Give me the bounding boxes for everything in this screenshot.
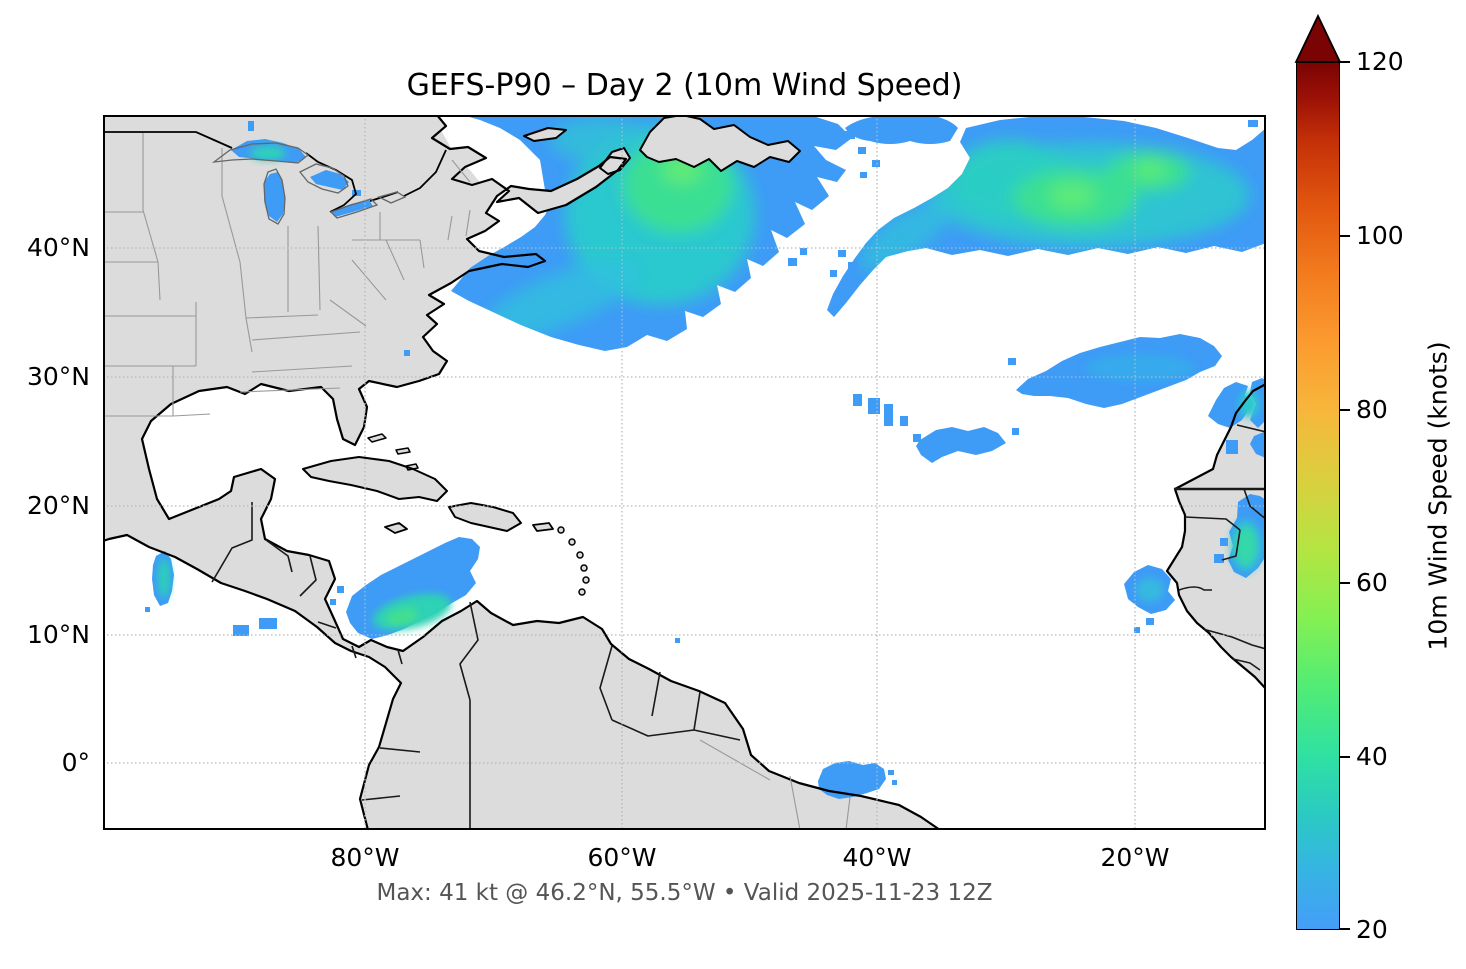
wind-feature-mid-atlantic-scattered [853, 358, 1246, 463]
country-borders [211, 424, 1266, 830]
colorbar-tick-label-40: 40 [1356, 742, 1388, 771]
wind-feature-senegal-offshore [1124, 565, 1175, 633]
x-tick-20w: 20°W [1100, 843, 1170, 872]
colorbar-over-arrow [1294, 13, 1342, 63]
wind-feature-equatorial-brazil [675, 638, 897, 799]
y-tick-40n: 40°N [26, 233, 90, 262]
colorbar-axis-label: 10m Wind Speed (knots) [1423, 341, 1453, 651]
land-repaint [432, 115, 800, 213]
wind-feature-nicaragua-patches [233, 618, 277, 636]
y-tick-30n: 30°N [26, 362, 90, 391]
state-borders [103, 133, 851, 830]
landmass-africa [1167, 384, 1266, 689]
colorbar [1296, 62, 1340, 930]
x-tick-40w: 40°W [842, 843, 912, 872]
colorbar-tick-label-20: 20 [1356, 915, 1388, 944]
lake-outlines [211, 142, 407, 225]
wind-feature-nw-atlantic [451, 115, 852, 351]
wind-speed-field [145, 115, 1266, 799]
wind-feature-mauritania-mali [1214, 494, 1266, 578]
y-tick-0: 0° [61, 748, 90, 777]
wind-speckles [404, 120, 1258, 356]
y-tick-20n: 20°N [26, 491, 90, 520]
page-title: GEFS-P90 – Day 2 (10m Wind Speed) [406, 68, 963, 103]
x-tick-60w: 60°W [587, 843, 657, 872]
colorbar-tick-100 [1340, 235, 1350, 237]
wind-feature-30n-band [1016, 334, 1222, 408]
subtitle-annotation: Max: 41 kt @ 46.2°N, 55.5°W • Valid 2025… [376, 880, 993, 906]
canada-us-border [103, 131, 447, 213]
region-maritimes [432, 115, 626, 213]
axes-frame [103, 115, 1266, 830]
colorbar-tick-120 [1340, 61, 1350, 63]
colorbar-tick-label-60: 60 [1356, 568, 1388, 597]
colorbar-tick-40 [1340, 756, 1350, 758]
wind-feature-tehuantepec [145, 551, 174, 612]
colorbar-tick-label-100: 100 [1356, 221, 1404, 250]
wind-feature-caribbean-jet [330, 537, 480, 639]
colorbar-tick-60 [1340, 582, 1350, 584]
wind-feature-nw-africa [1208, 378, 1266, 458]
y-tick-10n: 10°N [26, 620, 90, 649]
x-tick-80w: 80°W [330, 843, 400, 872]
lesser-antilles-islands [557, 526, 590, 596]
island-cuba [303, 457, 447, 501]
colorbar-tick-20 [1340, 928, 1350, 930]
map-canvas [103, 115, 1266, 830]
gridlines [103, 115, 1266, 830]
colorbar-tick-80 [1340, 409, 1350, 411]
wind-feature-ne-atlantic [827, 115, 1266, 317]
landmass-americas [103, 115, 940, 830]
island-newfoundland [640, 115, 800, 171]
colorbar-tick-label-120: 120 [1356, 47, 1404, 76]
colorbar-tick-label-80: 80 [1356, 395, 1388, 424]
